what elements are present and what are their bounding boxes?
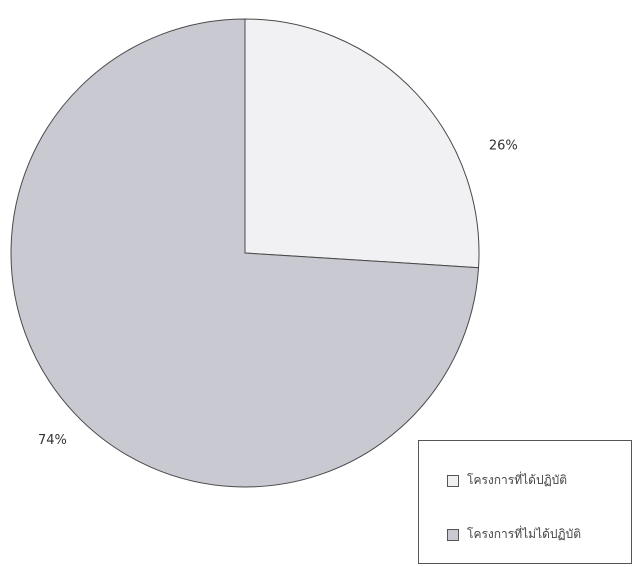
pie-slice-implemented [244,18,480,269]
legend-swatch-implemented [447,474,459,487]
legend-item-not-implemented: โครงการที่ไม่ได้ปฏิบัติ [447,525,581,544]
pie-slice-not-implemented [10,18,480,488]
legend-swatch-not-implemented [447,528,459,541]
legend-label-not-implemented: โครงการที่ไม่ได้ปฏิบัติ [467,527,581,541]
data-label-not-implemented: 74% [38,433,67,448]
legend: โครงการที่ได้ปฏิบัติ โครงการที่ไม่ได้ปฏิ… [418,440,632,564]
data-label-implemented: 26% [489,139,518,154]
legend-label-implemented: โครงการที่ได้ปฏิบัติ [467,473,568,487]
legend-item-implemented: โครงการที่ได้ปฏิบัติ [447,471,567,490]
